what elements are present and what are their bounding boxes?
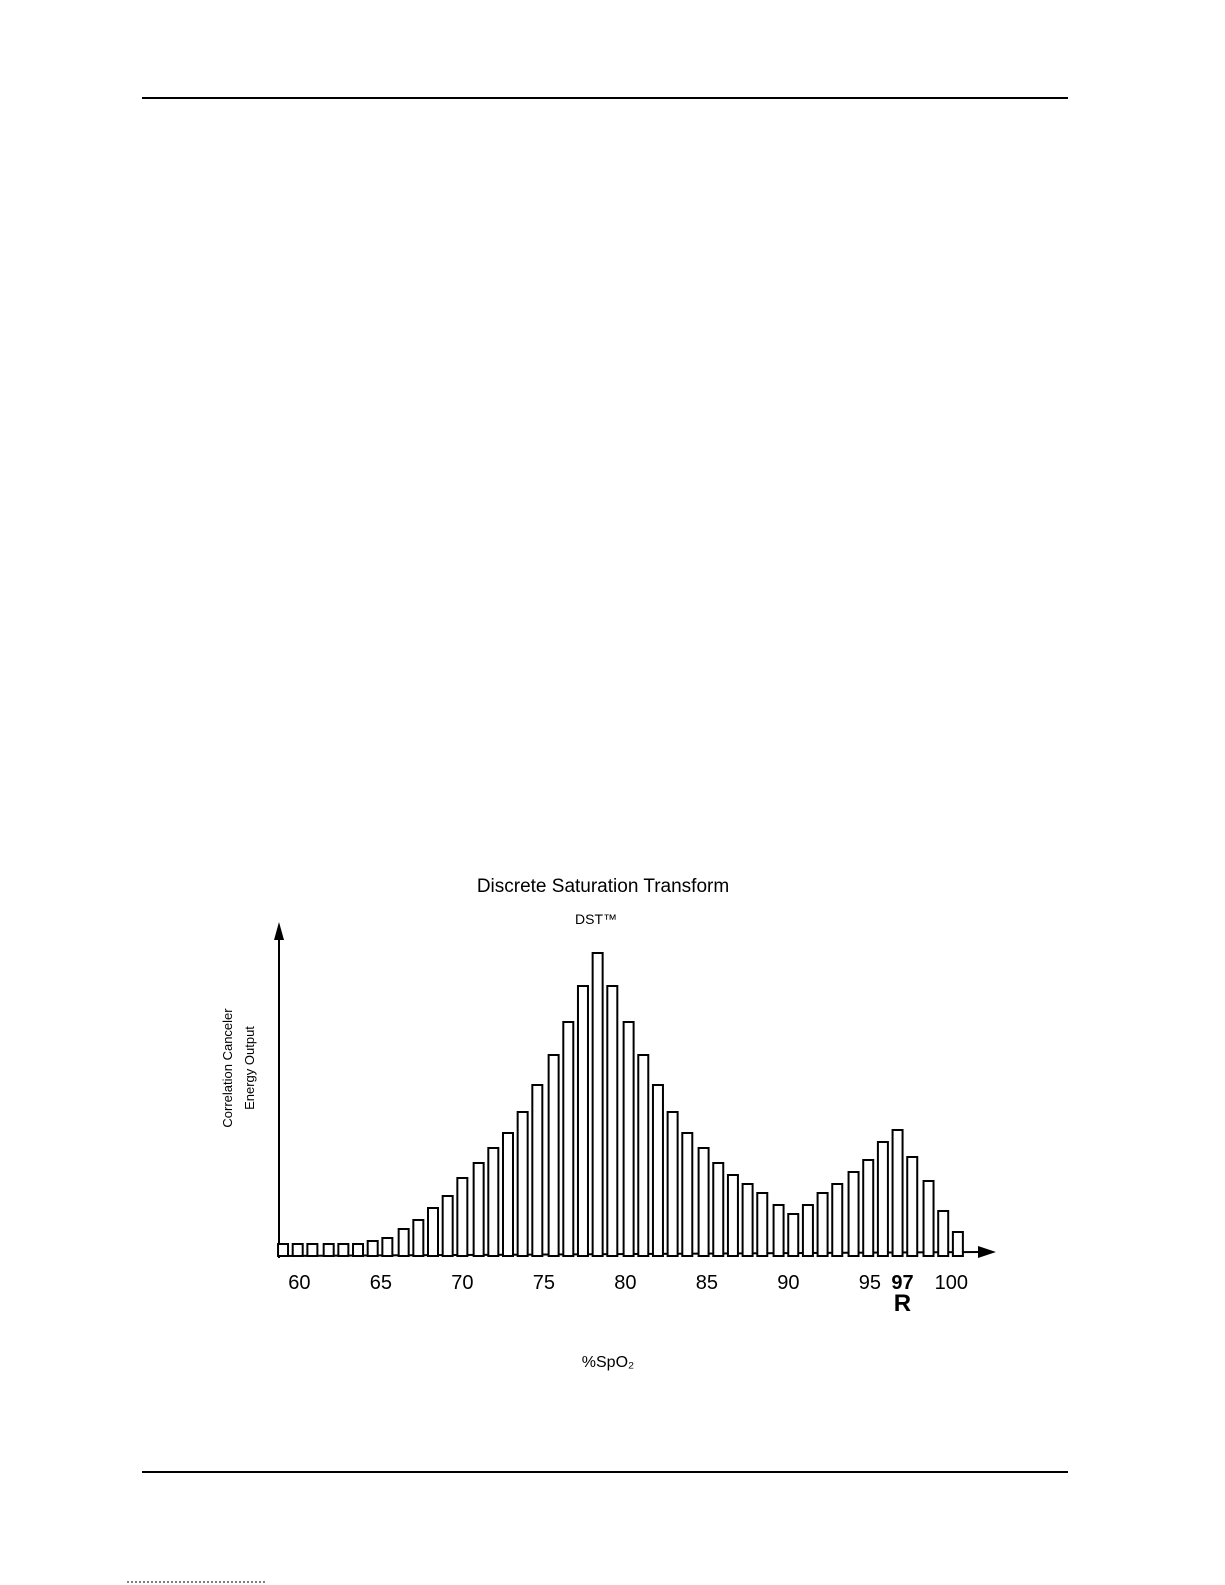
x-tick-label: 75 <box>533 1272 555 1294</box>
y-axis-arrow <box>274 922 284 940</box>
bar <box>337 1243 350 1257</box>
chart-title: Discrete Saturation Transform <box>477 876 729 897</box>
bar <box>922 1180 935 1257</box>
bar <box>456 1177 469 1257</box>
bar <box>591 952 604 1257</box>
bar <box>681 1132 694 1257</box>
bar <box>472 1162 485 1257</box>
bar <box>516 1111 529 1257</box>
bar <box>277 1243 290 1257</box>
bar <box>412 1219 425 1257</box>
bar <box>712 1162 725 1257</box>
bar <box>622 1021 635 1257</box>
x-tick-label: 95 <box>859 1272 881 1294</box>
x-axis-label: %SpO₂ <box>582 1354 634 1371</box>
bar <box>906 1156 919 1257</box>
chart-subtitle: DST™ <box>575 911 617 927</box>
bar <box>651 1084 664 1257</box>
bar <box>487 1147 500 1257</box>
bar <box>441 1195 454 1257</box>
bar <box>531 1084 544 1257</box>
bar <box>666 1111 679 1257</box>
annotation: R <box>894 1290 911 1317</box>
bar <box>637 1054 650 1257</box>
bar <box>501 1132 514 1257</box>
bar <box>562 1021 575 1257</box>
bar <box>352 1243 365 1257</box>
bar <box>891 1129 904 1257</box>
bar <box>322 1243 335 1257</box>
bar <box>726 1174 739 1257</box>
x-tick-label: 70 <box>451 1272 473 1294</box>
x-tick-label: 60 <box>288 1272 310 1294</box>
x-tick-label: 97 <box>891 1272 913 1294</box>
x-tick-label: 65 <box>370 1272 392 1294</box>
bar <box>606 985 619 1257</box>
bar <box>816 1192 829 1257</box>
bar <box>787 1213 800 1257</box>
bar <box>427 1207 440 1257</box>
y-axis-label: Correlation Canceler <box>220 1008 235 1128</box>
bar <box>772 1204 785 1257</box>
x-tick-label: 90 <box>777 1272 799 1294</box>
bar <box>547 1054 560 1257</box>
x-tick-label: 100 <box>935 1272 968 1294</box>
bar <box>951 1231 964 1257</box>
bar <box>801 1204 814 1257</box>
bar <box>741 1183 754 1257</box>
bar <box>831 1183 844 1257</box>
x-tick-label: 85 <box>696 1272 718 1294</box>
y-axis-label: Energy Output <box>242 1026 257 1110</box>
bar <box>576 985 589 1257</box>
bar <box>862 1159 875 1257</box>
bar <box>847 1171 860 1257</box>
bar <box>291 1243 304 1257</box>
bar <box>937 1210 950 1257</box>
bar <box>756 1192 769 1257</box>
bar <box>306 1243 319 1257</box>
bar <box>381 1237 394 1257</box>
bar <box>876 1141 889 1257</box>
x-tick-label: 80 <box>614 1272 636 1294</box>
bar <box>397 1228 410 1257</box>
bar <box>697 1147 710 1257</box>
x-axis-arrow <box>978 1246 996 1258</box>
bar <box>366 1240 379 1257</box>
